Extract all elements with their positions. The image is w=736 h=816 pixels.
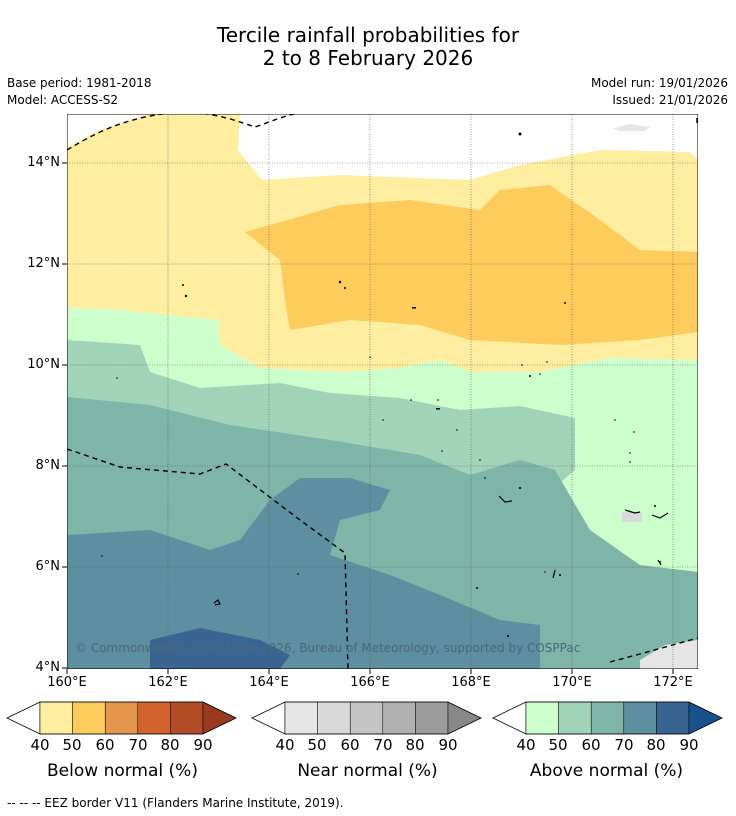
map-title-line1: Tercile rainfall probabilities for bbox=[216, 23, 520, 47]
below-tick-40: 40 bbox=[30, 736, 50, 754]
near-normal-swatch-50 bbox=[317, 701, 351, 735]
below-normal-under-arrow bbox=[6, 701, 41, 735]
below-tick-50: 50 bbox=[62, 736, 82, 754]
below-tick-80: 80 bbox=[160, 736, 180, 754]
near-normal-over-arrow bbox=[447, 701, 482, 735]
below-normal-over-arrow bbox=[202, 701, 237, 735]
near-normal-patch-1 bbox=[640, 640, 698, 669]
issued-date: Issued: 21/01/2026 bbox=[612, 93, 728, 107]
below-normal-swatch-60 bbox=[104, 701, 139, 735]
above-tick-90: 90 bbox=[679, 736, 699, 754]
below-normal-title: Below normal (%) bbox=[47, 761, 198, 781]
lat-label-12n: 12°N bbox=[27, 256, 60, 271]
eez-footnote: -- -- -- EEZ border V11 (Flanders Marine… bbox=[7, 796, 344, 810]
near-normal-patch-2 bbox=[622, 512, 642, 522]
above-tick-60: 60 bbox=[581, 736, 601, 754]
below-tick-90: 90 bbox=[193, 736, 213, 754]
above-normal-40-blob bbox=[620, 505, 668, 528]
near-normal-swatch-80 bbox=[415, 701, 449, 735]
near-tick-60: 60 bbox=[340, 736, 360, 754]
above-normal-swatch-40 bbox=[525, 701, 559, 735]
atoll-outlines bbox=[213, 495, 669, 606]
near-normal-swatch-40 bbox=[284, 701, 318, 735]
near-normal-colorbar bbox=[251, 701, 482, 735]
lat-label-8n: 8°N bbox=[35, 458, 61, 473]
near-tick-70: 70 bbox=[373, 736, 393, 754]
axis-ticks bbox=[62, 162, 674, 674]
near-normal-title: Near normal (%) bbox=[297, 761, 438, 781]
below-normal-colorbar bbox=[6, 701, 237, 735]
above-tick-70: 70 bbox=[614, 736, 634, 754]
below-normal-50-zone bbox=[245, 185, 698, 345]
lon-label-172e: 172°E bbox=[653, 675, 693, 690]
lon-label-164e: 164°E bbox=[249, 675, 289, 690]
below-tick-60: 60 bbox=[95, 736, 115, 754]
above-tick-80: 80 bbox=[646, 736, 666, 754]
lat-label-4n: 4°N bbox=[35, 660, 61, 675]
near-tick-90: 90 bbox=[438, 736, 458, 754]
above-normal-swatch-60 bbox=[590, 701, 625, 735]
near-normal-patch-3 bbox=[613, 124, 650, 131]
lon-label-160e: 160°E bbox=[47, 675, 87, 690]
below-normal-swatch-40 bbox=[39, 701, 73, 735]
above-normal-swatch-80 bbox=[656, 701, 690, 735]
lon-label-168e: 168°E bbox=[451, 675, 491, 690]
lon-label-170e: 170°E bbox=[552, 675, 592, 690]
above-normal-title: Above normal (%) bbox=[529, 761, 684, 781]
near-tick-80: 80 bbox=[405, 736, 425, 754]
probability-map bbox=[62, 114, 698, 674]
near-normal-swatch-70 bbox=[382, 701, 416, 735]
model-run: Model run: 19/01/2026 bbox=[590, 76, 728, 90]
copyright-notice: © Commonwealth of Australia 2026, Bureau… bbox=[75, 641, 581, 655]
below-normal-swatch-50 bbox=[72, 701, 106, 735]
above-normal-70-zone bbox=[67, 478, 540, 669]
above-normal-colorbar bbox=[492, 701, 723, 735]
near-tick-50: 50 bbox=[307, 736, 327, 754]
near-normal-under-arrow bbox=[251, 701, 286, 735]
model-name: Model: ACCESS-S2 bbox=[7, 93, 119, 107]
lat-label-14n: 14°N bbox=[27, 155, 60, 170]
below-normal-swatch-80 bbox=[170, 701, 204, 735]
above-tick-50: 50 bbox=[548, 736, 568, 754]
grid-lines bbox=[67, 114, 698, 669]
lat-label-6n: 6°N bbox=[35, 559, 61, 574]
above-normal-80-zone bbox=[150, 628, 290, 669]
above-normal-under-arrow bbox=[492, 701, 527, 735]
near-tick-40: 40 bbox=[275, 736, 295, 754]
below-tick-70: 70 bbox=[128, 736, 148, 754]
map-title-line2: 2 to 8 February 2026 bbox=[262, 46, 474, 70]
above-normal-swatch-50 bbox=[558, 701, 592, 735]
above-normal-over-arrow bbox=[688, 701, 723, 735]
above-normal-swatch-70 bbox=[623, 701, 657, 735]
lon-label-166e: 166°E bbox=[350, 675, 390, 690]
lat-label-10n: 10°N bbox=[27, 357, 60, 372]
near-normal-swatch-60 bbox=[349, 701, 384, 735]
base-period: Base period: 1981-2018 bbox=[7, 76, 152, 90]
lon-label-162e: 162°E bbox=[148, 675, 188, 690]
below-normal-swatch-70 bbox=[137, 701, 171, 735]
above-tick-40: 40 bbox=[516, 736, 536, 754]
island-dots bbox=[101, 132, 661, 637]
